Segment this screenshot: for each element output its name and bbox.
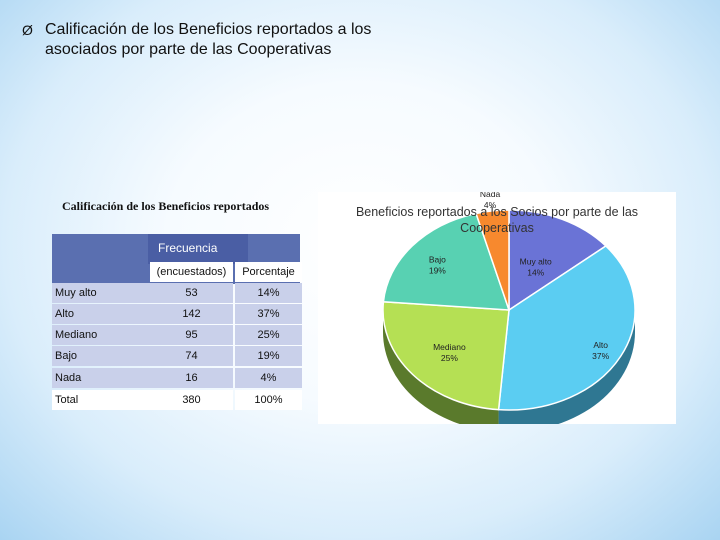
data-label-bajo: Bajo 19% — [429, 255, 446, 276]
slide-title: Ø Calificación de los Beneficios reporta… — [22, 20, 382, 60]
data-label-alto: Alto 37% — [592, 340, 609, 361]
pie-chart: Muy alto 14% Alto 37% Mediano 25% Bajo 19% Nada 4… — [382, 192, 636, 424]
data-label-nada: Nada 4% — [480, 192, 501, 210]
encuestados-header: (encuestados) — [150, 262, 233, 282]
pie-side-alto — [498, 310, 635, 424]
table-title: Calificación de los Beneficios reportado… — [62, 199, 270, 213]
pie-side-mediano — [383, 310, 499, 424]
table-row: Nada 16 4% — [52, 368, 302, 389]
row-frecuencia: 16 — [150, 368, 233, 388]
table-row-total: Total 380 100% — [52, 390, 302, 411]
pie-slice-muy-alto — [508, 209, 608, 312]
row-frecuencia: 380 — [150, 390, 233, 410]
row-porcentaje: 4% — [235, 368, 302, 388]
pie-chart-panel: Muy alto 14% Alto 37% Mediano 25% Bajo 19% Nada 4… — [318, 192, 676, 424]
frecuencia-header: Frecuencia — [148, 234, 248, 264]
row-label: Alto — [52, 304, 151, 324]
table-row: Muy alto 53 14% — [52, 283, 302, 304]
row-frecuencia: 95 — [150, 325, 233, 345]
data-label-mediano: Mediano 25% — [433, 342, 466, 363]
row-label: Mediano — [52, 325, 151, 345]
pie-slice-nada — [475, 209, 510, 311]
porcentaje-header: Porcentaje — [235, 262, 302, 282]
row-porcentaje: 25% — [235, 325, 302, 345]
table-row: Mediano 95 25% — [52, 325, 302, 346]
row-porcentaje: 100% — [235, 390, 302, 410]
slide-title-text: Calificación de los Beneficios reportado… — [45, 21, 372, 58]
row-label: Muy alto — [52, 283, 151, 303]
row-frecuencia: 74 — [150, 346, 233, 366]
bullet-arrow-icon: Ø — [22, 22, 33, 38]
table-row: Alto 142 37% — [52, 304, 302, 325]
pie-slice-alto — [497, 245, 636, 411]
row-label: Total — [52, 390, 151, 410]
row-frecuencia: 142 — [150, 304, 233, 324]
row-porcentaje: 37% — [235, 304, 302, 324]
row-porcentaje: 19% — [235, 346, 302, 366]
row-porcentaje: 14% — [235, 283, 302, 303]
table-row: Bajo 74 19% — [52, 346, 302, 367]
row-label: Bajo — [52, 346, 151, 366]
row-frecuencia: 53 — [150, 283, 233, 303]
row-label: Nada — [52, 368, 151, 388]
pie-slice-bajo — [382, 212, 511, 311]
pie-slice-mediano — [382, 300, 510, 411]
data-label-muy-alto: Muy alto 14% — [520, 257, 552, 278]
chart-title: Beneficios reportados a los Socios por p… — [355, 205, 639, 235]
